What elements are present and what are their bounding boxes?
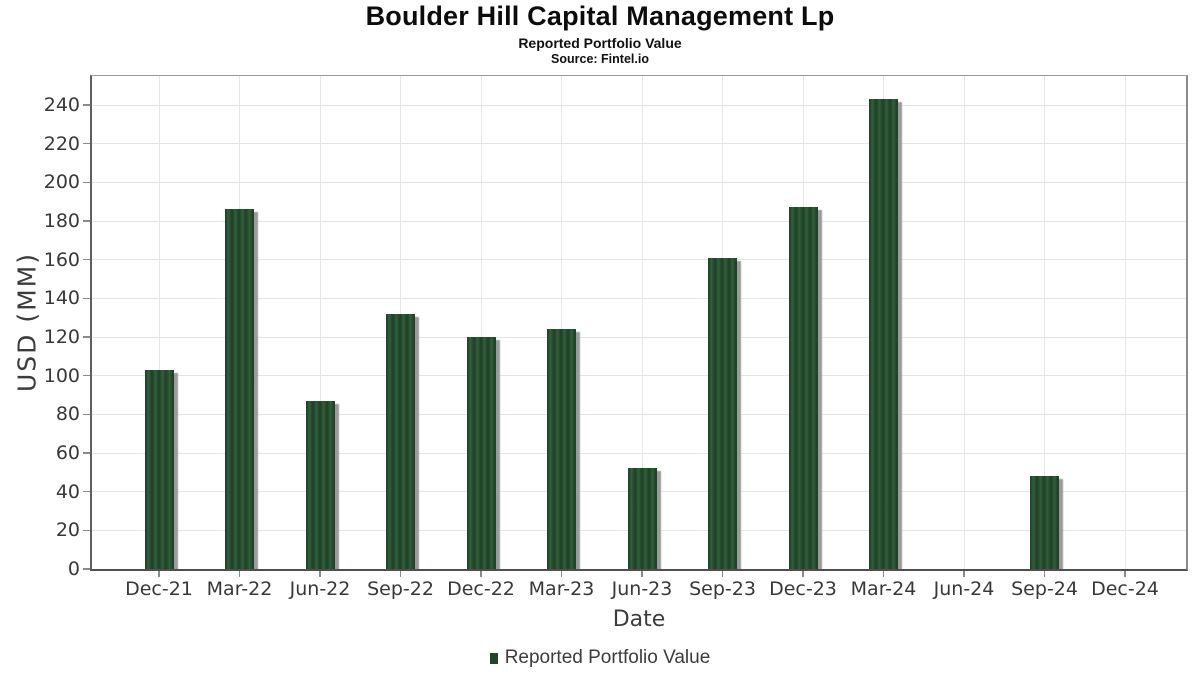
x-tick-label: Jun-22 bbox=[289, 578, 351, 600]
y-tick-mark bbox=[83, 452, 90, 454]
x-tick-mark bbox=[319, 571, 321, 577]
h-gridline bbox=[92, 297, 1186, 299]
x-tick-label: Sep-23 bbox=[689, 578, 756, 600]
x-tick-mark bbox=[560, 571, 563, 577]
x-tick-mark bbox=[1043, 571, 1046, 577]
bar-dec-22[interactable] bbox=[466, 337, 496, 569]
y-tick-label: 140 bbox=[43, 287, 80, 310]
bar-dec-23[interactable] bbox=[788, 207, 818, 569]
x-tick-mark bbox=[963, 571, 965, 577]
x-tick-label: Dec-24 bbox=[1091, 578, 1159, 600]
bar-sep-23[interactable] bbox=[708, 257, 737, 569]
x-tick-label: Sep-22 bbox=[367, 578, 434, 600]
y-tick-mark bbox=[83, 104, 90, 106]
bar-dec-21[interactable] bbox=[144, 369, 174, 569]
x-tick-mark bbox=[641, 571, 643, 577]
y-tick-label: 80 bbox=[55, 403, 80, 426]
bar-mar-24[interactable] bbox=[869, 99, 898, 569]
y-tick-mark bbox=[83, 181, 90, 184]
y-tick-mark bbox=[83, 413, 90, 416]
y-tick-mark bbox=[83, 142, 90, 145]
bar-sep-24[interactable] bbox=[1030, 476, 1059, 569]
y-tick-label: 100 bbox=[43, 364, 80, 387]
legend-marker-icon bbox=[489, 652, 498, 664]
v-gridline bbox=[963, 76, 965, 569]
chart-subtitle: Reported Portfolio Value bbox=[518, 35, 682, 51]
x-tick-label: Jun-24 bbox=[933, 578, 995, 600]
x-tick-label: Mar-24 bbox=[850, 578, 917, 600]
v-gridline bbox=[158, 76, 160, 569]
y-tick-mark bbox=[83, 529, 90, 532]
h-gridline bbox=[92, 181, 1186, 183]
y-tick-mark bbox=[83, 568, 90, 570]
y-tick-label: 240 bbox=[43, 94, 80, 116]
y-tick-label: 200 bbox=[43, 171, 80, 194]
y-tick-label: 220 bbox=[43, 132, 80, 155]
y-tick-label: 120 bbox=[43, 326, 80, 348]
y-tick-mark bbox=[83, 336, 90, 338]
x-tick-mark bbox=[721, 571, 724, 577]
y-tick-label: 60 bbox=[55, 442, 80, 464]
x-tick-label: Mar-23 bbox=[528, 578, 595, 600]
x-tick-mark bbox=[1124, 571, 1126, 577]
y-tick-mark bbox=[83, 374, 90, 377]
x-tick-label: Mar-22 bbox=[206, 578, 273, 600]
bar-mar-22[interactable] bbox=[225, 209, 254, 569]
y-tick-label: 0 bbox=[67, 558, 80, 580]
x-tick-mark bbox=[802, 571, 804, 577]
h-gridline bbox=[92, 375, 1186, 377]
h-gridline bbox=[92, 104, 1186, 106]
x-tick-label: Dec-23 bbox=[769, 578, 837, 600]
x-tick-label: Jun-23 bbox=[611, 578, 673, 600]
x-tick-mark bbox=[882, 571, 885, 577]
h-gridline bbox=[92, 143, 1186, 145]
v-gridline bbox=[319, 76, 321, 569]
v-gridline bbox=[641, 76, 643, 569]
y-tick-label: 20 bbox=[55, 519, 80, 542]
y-tick-label: 180 bbox=[43, 210, 80, 232]
v-gridline bbox=[1044, 76, 1045, 569]
plot-area bbox=[90, 75, 1188, 571]
chart-title: Boulder Hill Capital Management Lp bbox=[365, 1, 835, 31]
h-gridline bbox=[92, 220, 1186, 222]
x-tick-mark bbox=[238, 571, 241, 577]
y-tick-mark bbox=[83, 490, 90, 493]
v-gridline bbox=[561, 76, 562, 569]
legend-item[interactable]: Reported Portfolio Value bbox=[0, 645, 1200, 671]
y-tick-mark bbox=[83, 220, 90, 222]
x-tick-label: Dec-22 bbox=[447, 578, 515, 600]
h-gridline bbox=[92, 336, 1186, 338]
v-gridline bbox=[1124, 76, 1126, 569]
x-tick-mark bbox=[480, 571, 482, 577]
y-tick-label: 40 bbox=[55, 480, 80, 503]
bar-jun-22[interactable] bbox=[305, 400, 335, 569]
x-tick-label: Sep-24 bbox=[1011, 578, 1078, 600]
x-tick-mark bbox=[158, 571, 160, 577]
y-tick-label: 160 bbox=[43, 248, 80, 271]
legend-label: Reported Portfolio Value bbox=[504, 647, 711, 668]
h-gridline bbox=[92, 413, 1186, 415]
y-tick-mark bbox=[83, 297, 90, 300]
h-gridline bbox=[92, 452, 1186, 454]
bar-mar-23[interactable] bbox=[547, 329, 576, 569]
x-tick-label: Dec-21 bbox=[125, 578, 193, 600]
x-tick-mark bbox=[399, 571, 402, 577]
y-tick-mark bbox=[83, 258, 90, 261]
chart-source: Source: Fintel.io bbox=[551, 52, 649, 66]
bar-jun-23[interactable] bbox=[627, 468, 657, 569]
h-gridline bbox=[92, 259, 1186, 261]
x-axis-title: Date bbox=[612, 607, 666, 632]
v-gridline bbox=[480, 76, 482, 569]
bar-sep-22[interactable] bbox=[386, 313, 415, 569]
